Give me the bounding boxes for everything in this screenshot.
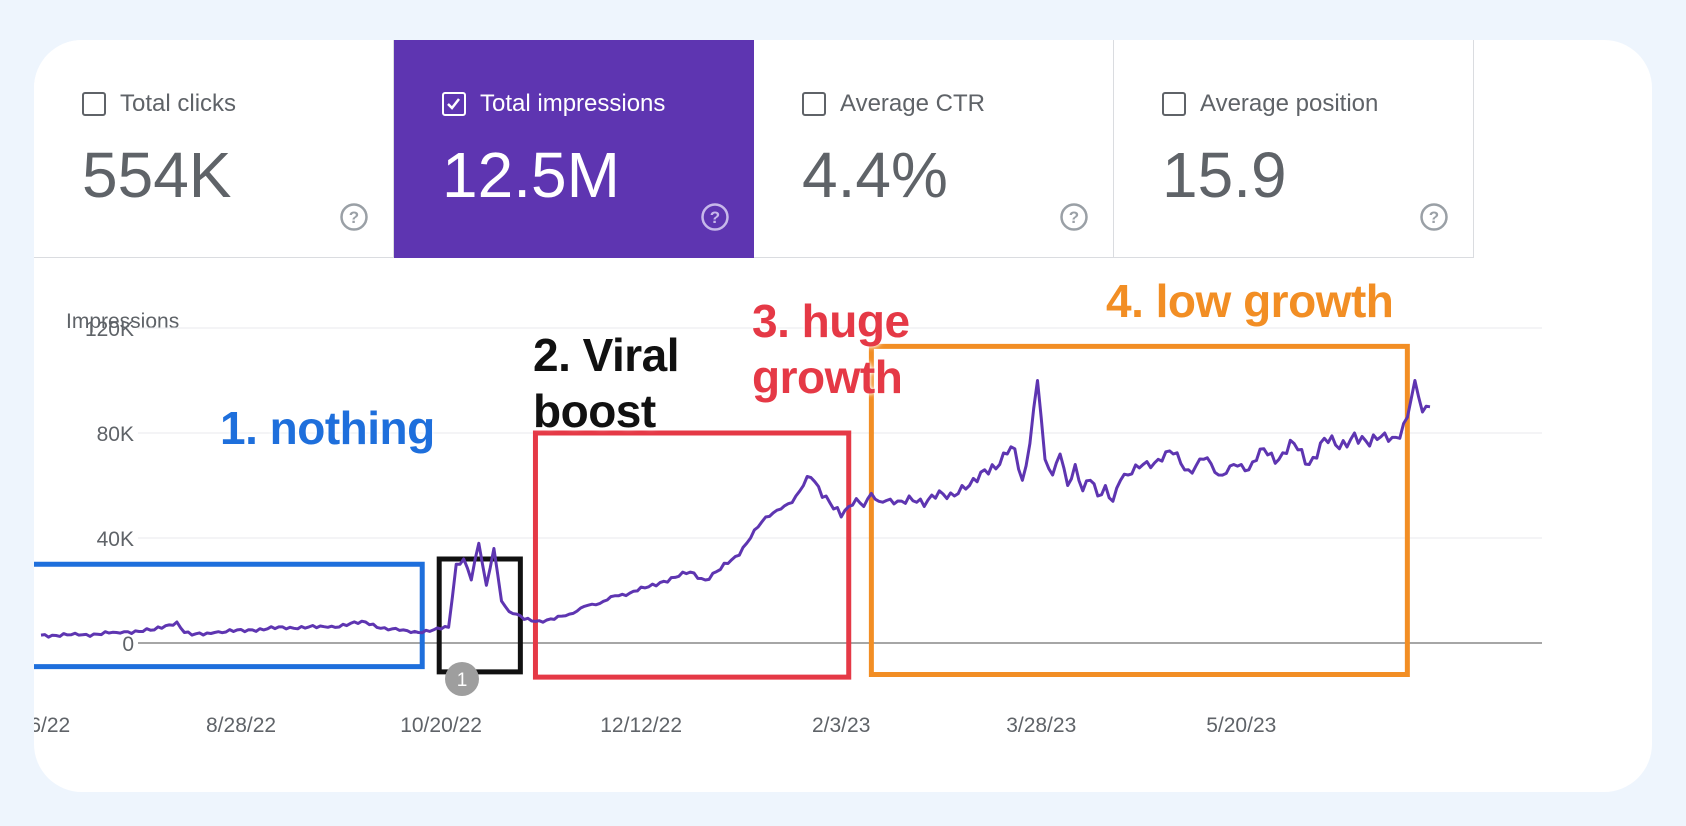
box-nothing [34, 561, 425, 670]
checkbox-unchecked-icon[interactable] [802, 92, 826, 116]
x-tick-label: 7/6/22 [34, 714, 70, 737]
impressions-line-chart: Impressions 0 40K 80K 120K 7/6/22 8/28/22 10/… [34, 310, 1542, 737]
help-circle-icon[interactable]: ? [1419, 202, 1449, 232]
annotation-viral-boost: 2. Viral boost [533, 327, 680, 439]
metric-label: Total impressions [480, 90, 666, 117]
x-tick-label: 8/28/22 [206, 714, 276, 737]
x-tick-label: 3/28/23 [1006, 714, 1076, 737]
annotation-line: 4. low growth [1106, 275, 1394, 327]
metric-label: Average position [1200, 90, 1379, 117]
annotation-huge-growth: 3. huge growth [752, 293, 910, 405]
metric-label: Average CTR [840, 90, 985, 117]
y-tick-label: 120K [85, 318, 134, 341]
series-line-impressions [40, 379, 1431, 639]
x-tick-label: 2/3/23 [812, 714, 870, 737]
metric-value: 15.9 [1162, 139, 1287, 211]
svg-text:?: ? [1069, 208, 1079, 227]
annotation-line: 3. huge [752, 295, 910, 347]
metric-value: 12.5M [442, 139, 620, 211]
annotation-badge-number: 1 [457, 670, 468, 691]
annotation-line: 1. nothing [220, 402, 435, 454]
annotation-line: 2. Viral [533, 329, 680, 381]
checkbox-unchecked-icon[interactable] [1162, 92, 1186, 116]
checkbox-checked-icon[interactable] [442, 92, 466, 116]
metric-tile-total-clicks[interactable]: Total clicks 554K ? [34, 40, 394, 258]
checkbox-unchecked-icon[interactable] [82, 92, 106, 116]
annotation-nothing: 1. nothing [220, 400, 435, 456]
annotation-line: growth [752, 351, 903, 403]
help-circle-icon[interactable]: ? [700, 202, 730, 232]
svg-text:?: ? [1429, 208, 1439, 227]
svg-text:?: ? [349, 208, 359, 227]
box-low-growth [868, 343, 1410, 677]
y-tick-label: 80K [97, 423, 134, 446]
y-tick-label: 0 [122, 633, 134, 656]
metric-tile-total-impressions[interactable]: Total impressions 12.5M ? [394, 40, 754, 258]
x-tick-label: 5/20/23 [1206, 714, 1276, 737]
metric-label: Total clicks [120, 90, 237, 117]
annotation-line: boost [533, 385, 656, 437]
help-circle-icon[interactable]: ? [1059, 202, 1089, 232]
svg-text:?: ? [710, 208, 720, 227]
box-huge-growth [532, 430, 852, 680]
metric-tile-average-position[interactable]: Average position 15.9 ? [1114, 40, 1474, 258]
x-tick-label: 10/20/22 [400, 714, 482, 737]
search-console-performance-card: Total clicks 554K ? Total impressions 12… [34, 40, 1652, 792]
metric-tile-average-ctr[interactable]: Average CTR 4.4% ? [754, 40, 1114, 258]
y-axis-label: Impressions [66, 310, 179, 333]
help-circle-icon[interactable]: ? [339, 202, 369, 232]
metric-value: 4.4% [802, 139, 948, 211]
metric-value: 554K [82, 139, 232, 211]
annotation-low-growth: 4. low growth [1106, 273, 1394, 329]
y-tick-label: 40K [97, 528, 134, 551]
annotation-badge[interactable]: 1 [445, 662, 479, 696]
x-tick-label: 12/12/22 [600, 714, 682, 737]
